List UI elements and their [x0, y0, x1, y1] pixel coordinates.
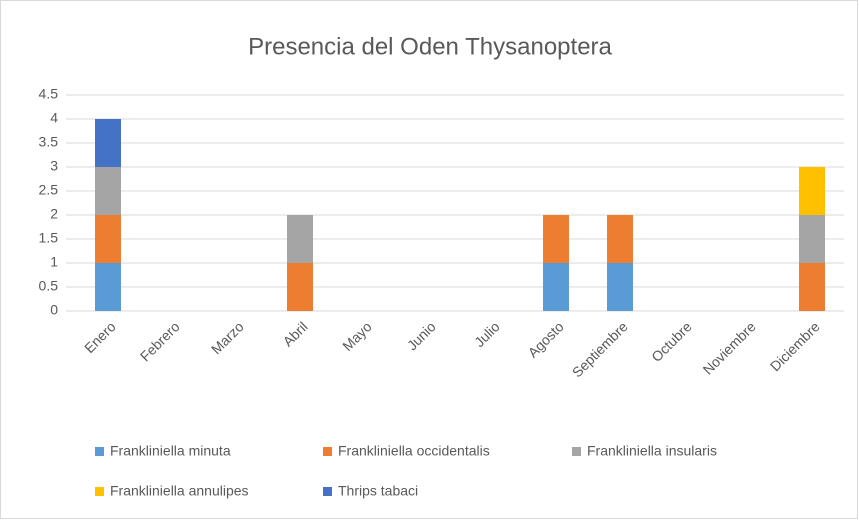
bar-segment	[799, 263, 825, 311]
y-tick-label: 3	[50, 158, 58, 174]
y-tick-label: 1.5	[39, 230, 59, 246]
bar-segment	[607, 263, 633, 311]
legend-label: Frankliniella occidentalis	[338, 443, 490, 459]
y-tick-label: 3.5	[39, 134, 59, 150]
legend-label: Frankliniella insularis	[587, 443, 717, 459]
y-tick-label: 1	[50, 254, 58, 270]
bar-segment	[799, 167, 825, 215]
bar-segment	[95, 263, 121, 311]
bar-segment	[543, 215, 569, 263]
y-tick-label: 4.5	[39, 86, 59, 102]
bar-segment	[95, 215, 121, 263]
legend-swatch	[95, 487, 104, 496]
bar-segment	[799, 215, 825, 263]
bar-segment	[607, 215, 633, 263]
legend-swatch	[95, 447, 104, 456]
y-tick-label: 0.5	[39, 278, 59, 294]
y-tick-label: 4	[50, 110, 58, 126]
legend-label: Frankliniella annulipes	[110, 483, 249, 499]
y-tick-label: 2.5	[39, 182, 59, 198]
y-tick-label: 2	[50, 206, 58, 222]
bar-segment	[95, 167, 121, 215]
chart-title: Presencia del Oden Thysanoptera	[248, 33, 612, 60]
bar-segment	[543, 263, 569, 311]
legend-swatch	[572, 447, 581, 456]
bar-segment	[287, 215, 313, 263]
legend-swatch	[323, 487, 332, 496]
legend-label: Thrips tabaci	[338, 483, 418, 499]
bar-segment	[95, 119, 121, 167]
y-tick-label: 0	[50, 302, 58, 318]
legend-label: Frankliniella minuta	[110, 443, 231, 459]
bar-segment	[287, 263, 313, 311]
legend-swatch	[323, 447, 332, 456]
